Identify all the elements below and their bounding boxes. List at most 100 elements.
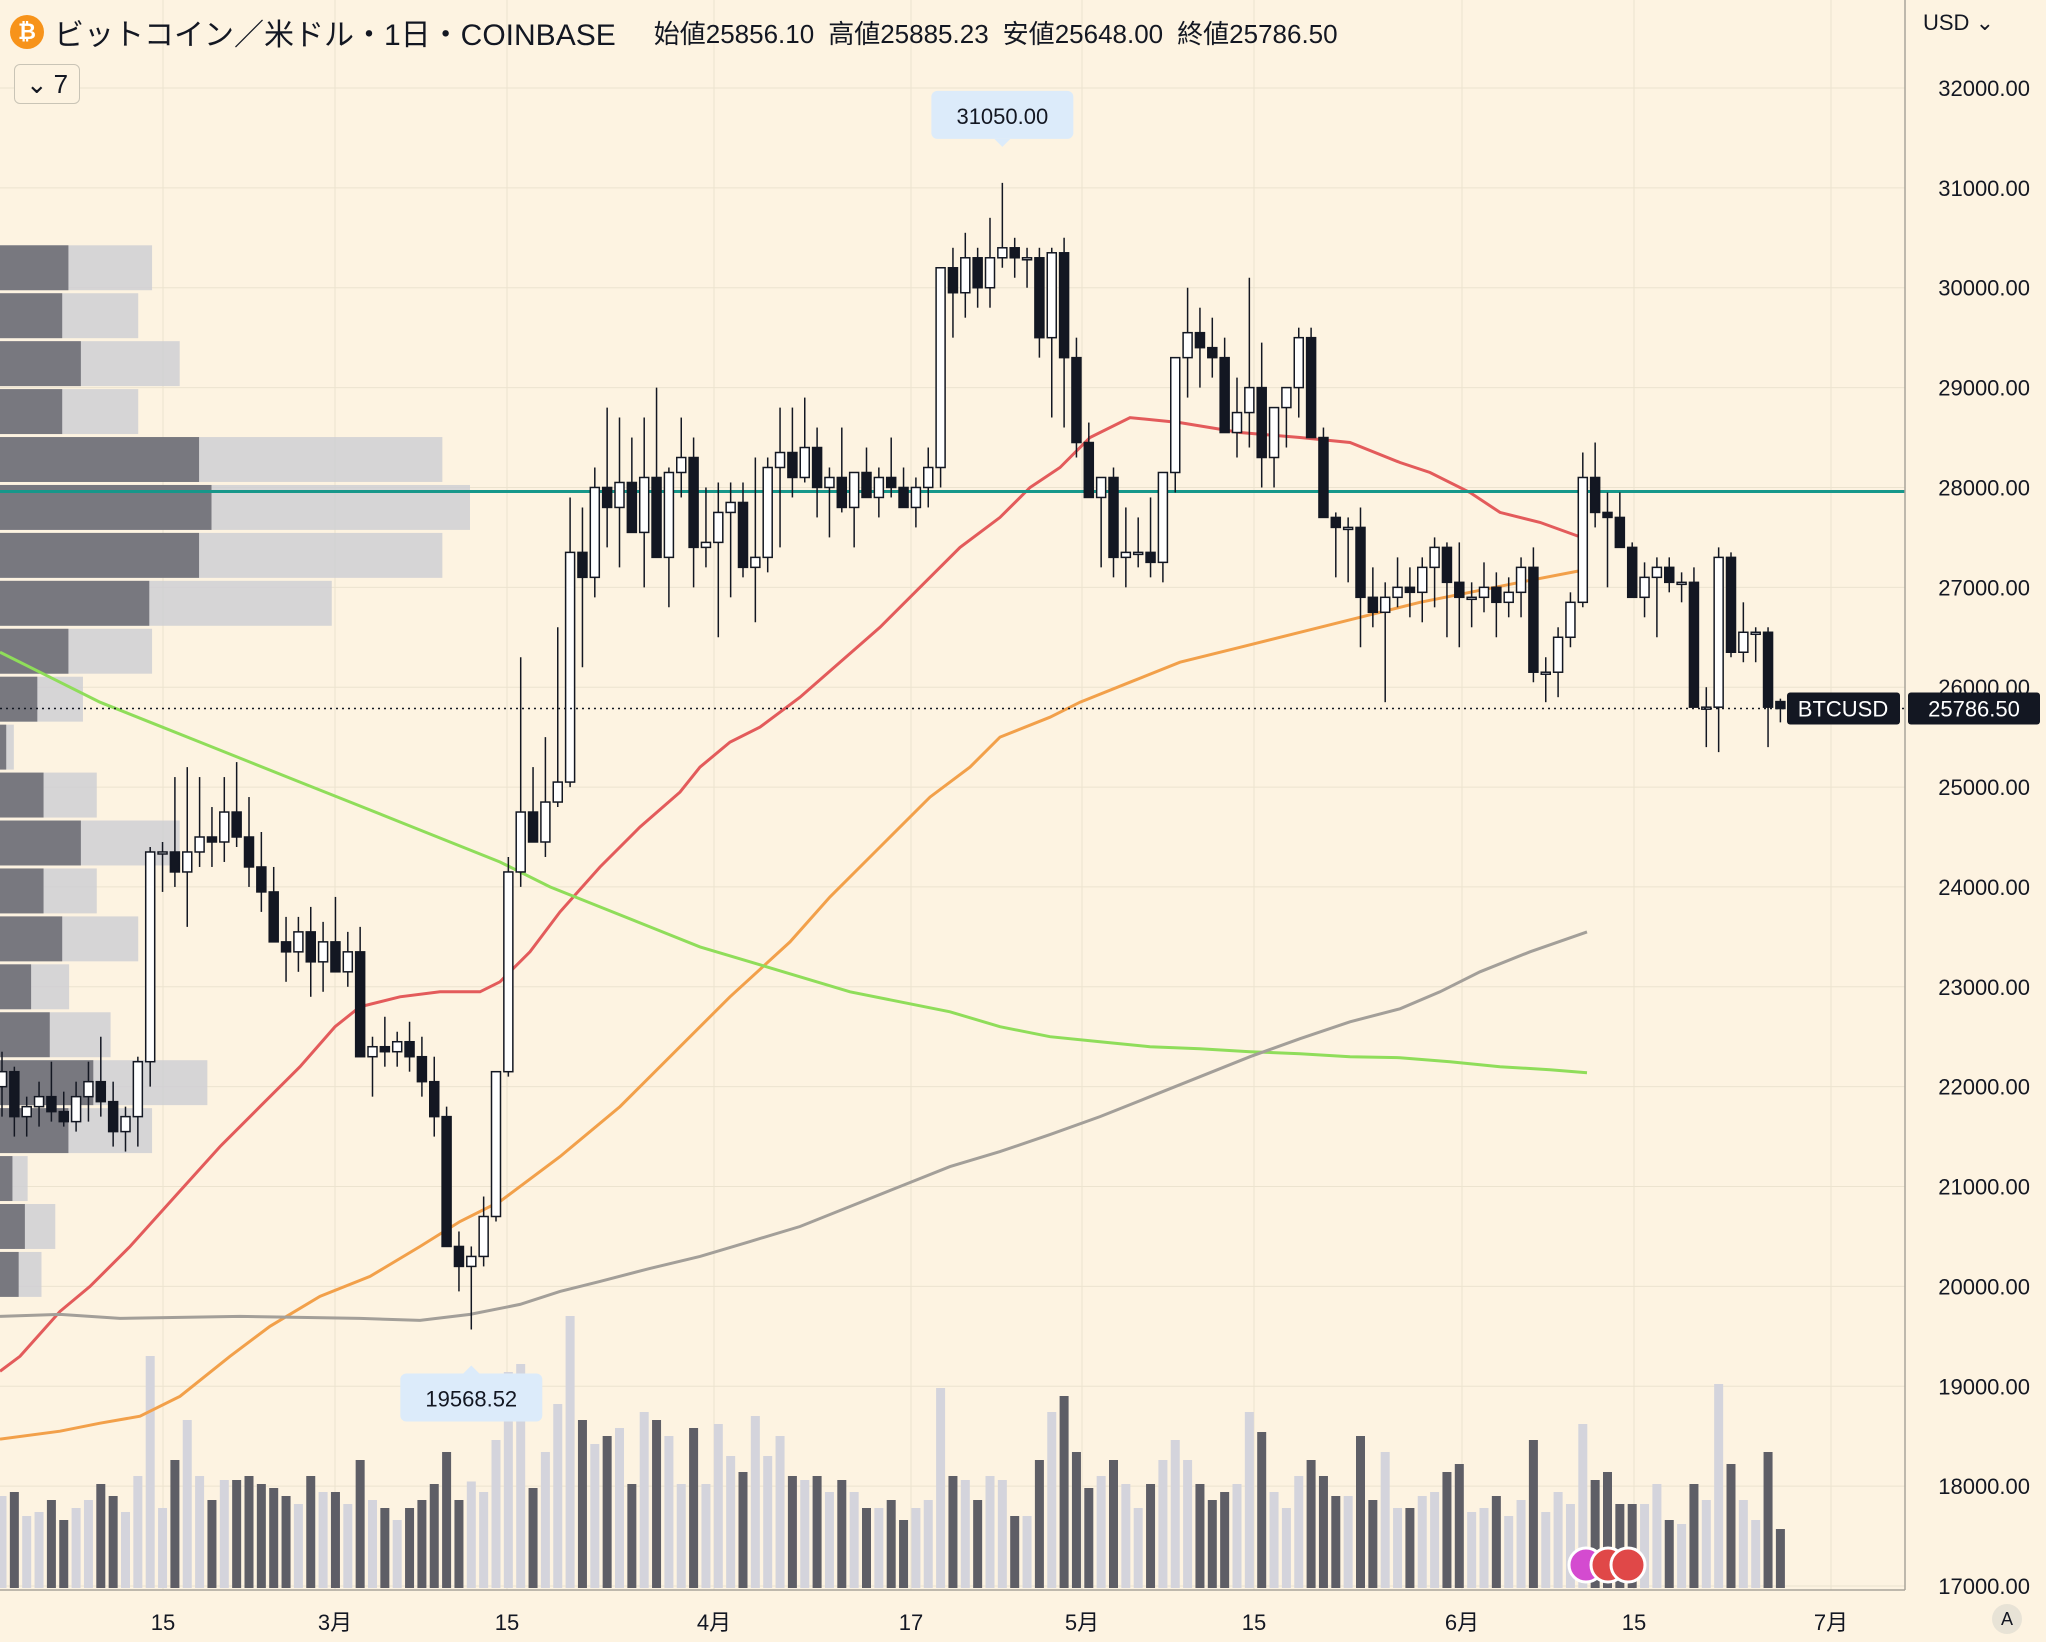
price-axis[interactable]	[1905, 0, 2046, 1642]
candle-body[interactable]	[243, 836, 255, 868]
candle-body[interactable]	[354, 951, 366, 1058]
candle-body[interactable]	[1367, 596, 1379, 614]
candle-body[interactable]	[1762, 631, 1774, 708]
candle-body[interactable]	[206, 836, 218, 843]
candle-body[interactable]	[416, 1055, 428, 1083]
candle-body[interactable]	[824, 476, 835, 489]
candle-body[interactable]	[1725, 556, 1737, 653]
candle-body[interactable]	[330, 941, 341, 973]
candle-body[interactable]	[577, 551, 588, 579]
candle-body[interactable]	[466, 1255, 477, 1268]
candle-body[interactable]	[910, 486, 922, 509]
candle-body[interactable]	[540, 801, 551, 843]
candle-body[interactable]	[799, 446, 810, 479]
candle-body[interactable]	[144, 851, 156, 1063]
candle-body[interactable]	[1120, 551, 1132, 559]
candle-body[interactable]	[947, 267, 959, 294]
candle-body[interactable]	[972, 257, 983, 289]
candle-body[interactable]	[663, 471, 675, 559]
candle-body[interactable]	[737, 501, 749, 569]
candle-body[interactable]	[453, 1245, 465, 1268]
candle-body[interactable]	[960, 257, 971, 294]
candle-body[interactable]	[9, 1070, 20, 1118]
candle-body[interactable]	[132, 1060, 144, 1118]
candle-body[interactable]	[984, 257, 996, 289]
candle-body[interactable]	[1244, 386, 1255, 414]
candle-body[interactable]	[1355, 526, 1366, 599]
candle-body[interactable]	[70, 1095, 82, 1123]
candle-body[interactable]	[1170, 356, 1181, 474]
candle-body[interactable]	[1182, 331, 1193, 359]
candle-body[interactable]	[774, 451, 786, 469]
candle-body[interactable]	[1417, 566, 1428, 594]
candle-body[interactable]	[120, 1115, 131, 1133]
candle-body[interactable]	[256, 866, 267, 893]
candle-body[interactable]	[1293, 336, 1304, 389]
candle-body[interactable]	[391, 1040, 403, 1053]
candle-body[interactable]	[1404, 586, 1416, 594]
candle-body[interactable]	[1775, 700, 1786, 710]
candle-body[interactable]	[688, 456, 699, 549]
candle-body[interactable]	[1194, 331, 1206, 349]
candle-body[interactable]	[638, 476, 650, 534]
candle-body[interactable]	[700, 541, 712, 549]
candle-body[interactable]	[527, 811, 539, 843]
candle-body[interactable]	[762, 466, 773, 559]
indicators-collapse-button[interactable]: ⌄ 7	[14, 64, 80, 104]
candle-body[interactable]	[1219, 356, 1230, 434]
candle-body[interactable]	[268, 891, 279, 943]
candle-body[interactable]	[367, 1045, 378, 1058]
candle-body[interactable]	[441, 1115, 452, 1248]
candle-body[interactable]	[1626, 546, 1638, 599]
candle-body[interactable]	[1515, 566, 1527, 594]
candle-body[interactable]	[1071, 356, 1082, 444]
candle-body[interactable]	[1046, 252, 1057, 339]
candle-body[interactable]	[1750, 631, 1761, 636]
candle-body[interactable]	[750, 556, 761, 569]
candle-body[interactable]	[194, 836, 205, 853]
candle-body[interactable]	[552, 781, 563, 803]
candle-body[interactable]	[1528, 566, 1539, 673]
candle-body[interactable]	[33, 1095, 45, 1108]
candle-body[interactable]	[46, 1095, 57, 1113]
candle-body[interactable]	[1738, 631, 1749, 653]
candle-body[interactable]	[478, 1215, 489, 1258]
candle-body[interactable]	[1639, 576, 1650, 599]
candle-body[interactable]	[873, 476, 885, 499]
candle-body[interactable]	[1602, 511, 1613, 519]
candle-body[interactable]	[1589, 476, 1601, 514]
candle-body[interactable]	[713, 511, 724, 544]
candle-body[interactable]	[503, 871, 514, 1073]
candle-body[interactable]	[1701, 706, 1712, 710]
candle-body[interactable]	[601, 486, 613, 509]
candle-body[interactable]	[861, 471, 872, 499]
candle-body[interactable]	[1577, 476, 1589, 604]
candle-body[interactable]	[490, 1070, 502, 1218]
candle-body[interactable]	[1676, 581, 1687, 586]
candle-body[interactable]	[404, 1040, 415, 1058]
candle-body[interactable]	[1552, 636, 1564, 673]
candle-body[interactable]	[1330, 516, 1342, 529]
candle-body[interactable]	[1281, 386, 1292, 409]
candle-body[interactable]	[0, 1070, 8, 1088]
candle-body[interactable]	[1009, 247, 1020, 259]
candle-body[interactable]	[1231, 411, 1243, 434]
candle-body[interactable]	[1429, 546, 1440, 569]
candle-body[interactable]	[836, 476, 848, 509]
candle-body[interactable]	[1305, 336, 1317, 439]
candle-body[interactable]	[1268, 406, 1280, 459]
candle-body[interactable]	[1132, 551, 1144, 556]
candle-body[interactable]	[1688, 581, 1700, 708]
candle-body[interactable]	[1503, 591, 1514, 604]
candle-body[interactable]	[280, 941, 292, 953]
candle-body[interactable]	[169, 851, 181, 873]
candle-body[interactable]	[848, 471, 860, 509]
candle-body[interactable]	[1318, 436, 1329, 519]
candle-body[interactable]	[1478, 586, 1490, 599]
candle-body[interactable]	[429, 1080, 440, 1118]
candle-body[interactable]	[1651, 566, 1663, 579]
candle-body[interactable]	[1108, 476, 1119, 559]
candle-body[interactable]	[157, 851, 168, 855]
candle-body[interactable]	[107, 1100, 119, 1133]
candle-body[interactable]	[293, 931, 304, 953]
